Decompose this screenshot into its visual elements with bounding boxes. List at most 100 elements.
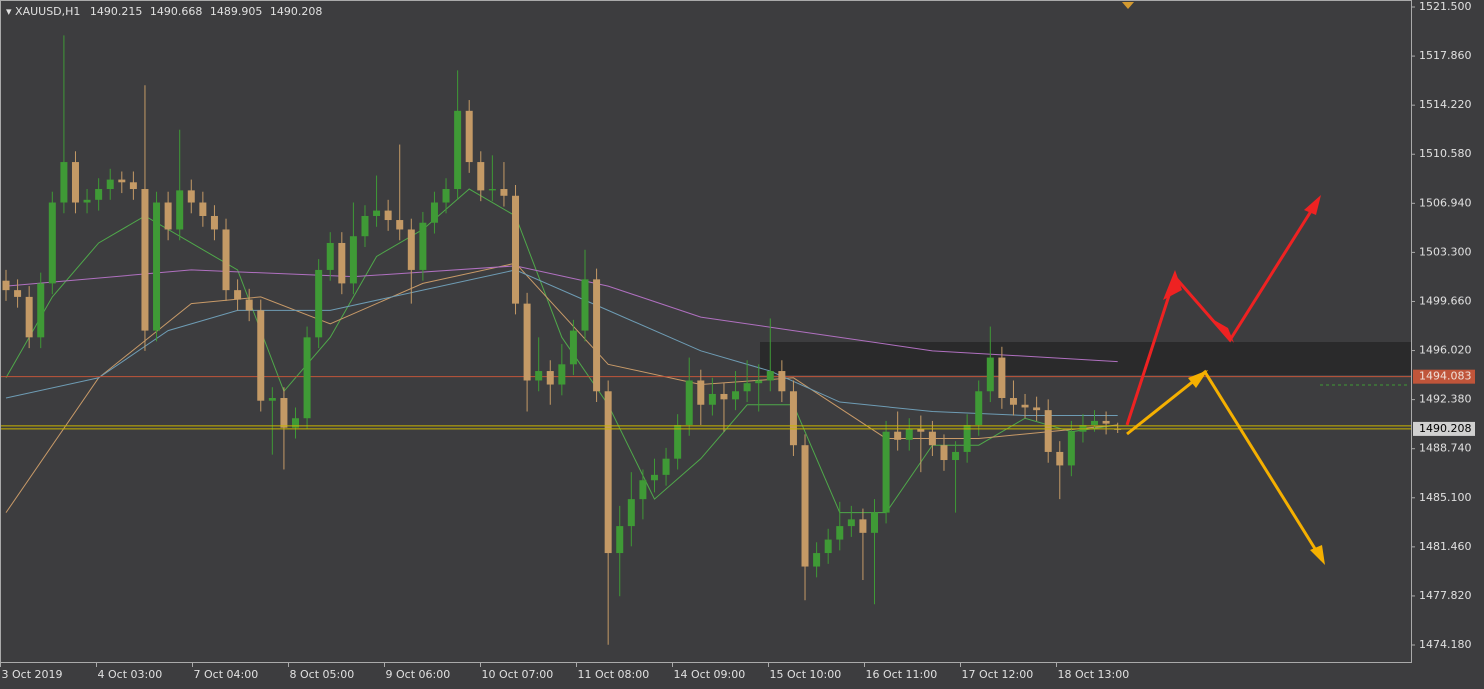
candle-body: [129, 182, 137, 190]
y-tick-label: 1492.380: [1419, 393, 1472, 406]
red-arrow: [1125, 199, 1320, 426]
candle-body: [60, 162, 68, 203]
y-tick-label: 1485.100: [1419, 491, 1472, 504]
candle-body: [442, 189, 450, 203]
arrow-head: [1214, 320, 1234, 343]
candle-body: [847, 519, 855, 527]
candle-body: [952, 451, 960, 461]
candle-body: [222, 229, 230, 291]
candle-body: [234, 290, 242, 300]
candle-body: [824, 539, 832, 554]
candle-body: [546, 371, 554, 385]
candle-body: [500, 189, 508, 196]
plot: [0, 35, 1411, 645]
candle-body: [569, 330, 577, 365]
candle-body: [940, 445, 948, 461]
candle-body: [697, 380, 705, 405]
x-tick-label: 18 Oct 13:00: [1058, 668, 1130, 681]
moving-average: [5, 269, 1118, 417]
candle-body: [720, 393, 728, 400]
arrow-head: [1304, 195, 1321, 215]
candle-body: [766, 371, 774, 381]
arrow-head: [1188, 370, 1208, 388]
candle-body: [512, 195, 520, 304]
candle-body: [905, 429, 913, 440]
candle-body: [268, 398, 276, 401]
candle-body: [141, 189, 149, 331]
candle-body: [25, 296, 33, 338]
candle-body: [338, 242, 346, 284]
candle-body: [1021, 404, 1029, 408]
candle-body: [778, 371, 786, 392]
candle-body: [708, 393, 716, 405]
x-tick-label: 15 Oct 10:00: [770, 668, 842, 681]
candle-body: [674, 424, 682, 459]
marker: [1122, 2, 1134, 9]
level-label: 1494.083: [1419, 370, 1472, 383]
candle-body: [662, 458, 670, 475]
candle-body: [361, 215, 369, 237]
candle-body: [384, 210, 392, 221]
x-tick-label: 3 Oct 2019: [2, 668, 63, 681]
candle-body: [581, 279, 589, 331]
candle-body: [419, 222, 427, 270]
candle-body: [627, 499, 635, 527]
candle-body: [315, 269, 323, 338]
x-tick-label: 10 Oct 07:00: [482, 668, 554, 681]
candle-body: [558, 364, 566, 385]
candle-body: [48, 202, 56, 284]
candle-body: [280, 398, 288, 428]
candle-body: [882, 431, 890, 513]
header-icon: ▾: [6, 5, 15, 18]
candle-body: [801, 445, 809, 567]
candle-body: [998, 357, 1006, 399]
candle-body: [1102, 420, 1110, 424]
plot-border: [0, 0, 1412, 663]
x-tick-label: 16 Oct 11:00: [866, 668, 938, 681]
candle-body: [859, 519, 867, 533]
header: ▾ XAUUSD,H1 1490.215 1490.668 1489.905 1…: [6, 5, 322, 18]
zone: [760, 342, 1411, 375]
x-tick-label: 17 Oct 12:00: [962, 668, 1034, 681]
candle-body: [813, 553, 821, 567]
x-tick-label: 9 Oct 06:00: [386, 668, 451, 681]
candle-body: [407, 229, 415, 270]
y-tick-label: 1517.860: [1419, 49, 1472, 62]
candle-body: [650, 474, 658, 481]
candle-body: [2, 280, 10, 291]
candle-body: [187, 190, 195, 203]
candle-body: [1033, 407, 1041, 411]
candle-body: [1091, 420, 1099, 425]
candle-body: [894, 431, 902, 440]
moving-average: [5, 265, 1118, 363]
candle-body: [14, 290, 22, 297]
candle-body: [326, 242, 334, 270]
candle-body: [1067, 431, 1075, 466]
candle-body: [245, 299, 253, 311]
y-tick-label: 1510.580: [1419, 147, 1472, 160]
candle-body: [164, 202, 172, 230]
y-tick-label: 1514.220: [1419, 98, 1472, 111]
open: 1490.215: [90, 5, 143, 18]
candle-body: [975, 391, 983, 425]
bid-label-box: [1413, 421, 1475, 436]
candle-body: [604, 391, 612, 554]
y-tick-label: 1499.660: [1419, 294, 1472, 307]
candle-body: [118, 179, 126, 183]
candle-body: [199, 202, 207, 216]
candle-body: [396, 220, 404, 230]
candle-body: [593, 279, 601, 392]
y-tick-label: 1521.500: [1419, 0, 1472, 13]
candle-body: [153, 202, 161, 331]
low: 1489.905: [210, 5, 263, 18]
arrow-head: [1310, 545, 1325, 565]
candle-body: [685, 380, 693, 425]
x-tick-label: 14 Oct 09:00: [674, 668, 746, 681]
candle-body: [210, 215, 218, 230]
level-label-box: [1413, 369, 1475, 384]
candle-body: [83, 199, 91, 203]
y-tick-label: 1481.460: [1419, 540, 1472, 553]
symbol: XAUUSD,H1: [15, 5, 80, 18]
candle-body: [477, 162, 485, 191]
y-tick-label: 1488.740: [1419, 442, 1472, 455]
